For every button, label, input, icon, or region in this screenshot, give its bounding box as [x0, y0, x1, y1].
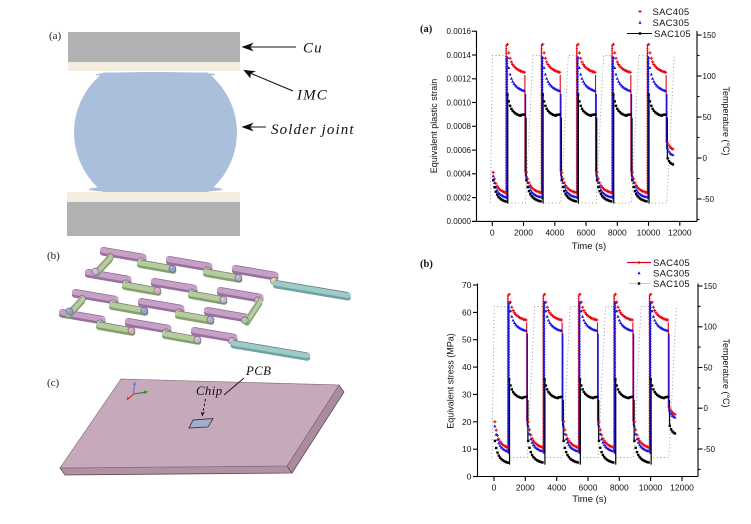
svg-text:6000: 6000 — [577, 227, 596, 237]
svg-text:8000: 8000 — [608, 227, 627, 237]
svg-text:SAC305: SAC305 — [653, 18, 690, 29]
svg-text:0: 0 — [703, 154, 708, 163]
svg-text:100: 100 — [703, 72, 717, 81]
svg-text:(a): (a) — [420, 24, 433, 35]
svg-text:Temperature (°C): Temperature (°C) — [721, 338, 731, 407]
svg-text:(c): (c) — [47, 377, 60, 389]
svg-text:4000: 4000 — [545, 227, 564, 237]
svg-text:Solder joint: Solder joint — [271, 122, 355, 138]
svg-text:Chip: Chip — [196, 384, 223, 398]
svg-text:SAC405: SAC405 — [653, 258, 690, 269]
svg-text:0: 0 — [467, 472, 472, 482]
svg-text:0.0012: 0.0012 — [447, 75, 472, 84]
svg-text:50: 50 — [703, 113, 712, 122]
svg-text:6000: 6000 — [579, 483, 598, 493]
svg-text:0: 0 — [492, 483, 497, 493]
svg-text:50: 50 — [462, 335, 472, 345]
svg-text:(b): (b) — [420, 259, 433, 270]
svg-text:0.0014: 0.0014 — [447, 51, 472, 60]
svg-text:2000: 2000 — [516, 483, 535, 493]
svg-text:10: 10 — [462, 444, 472, 454]
svg-text:0.0016: 0.0016 — [447, 27, 472, 36]
svg-text:SAC105: SAC105 — [654, 29, 691, 40]
svg-text:0.0002: 0.0002 — [447, 193, 472, 202]
svg-text:40: 40 — [462, 362, 472, 372]
svg-text:12000: 12000 — [670, 483, 694, 493]
svg-text:30: 30 — [462, 389, 472, 399]
svg-text:0.0004: 0.0004 — [447, 170, 472, 179]
svg-text:Equivalent plastic strain: Equivalent plastic strain — [429, 79, 439, 174]
svg-text:SAC105: SAC105 — [653, 279, 690, 290]
svg-text:0.0006: 0.0006 — [447, 146, 472, 155]
svg-text:150: 150 — [703, 31, 717, 40]
svg-text:0.0000: 0.0000 — [447, 217, 472, 226]
svg-text:2000: 2000 — [514, 227, 533, 237]
svg-text:-50: -50 — [704, 445, 716, 454]
svg-text:SAC405: SAC405 — [653, 7, 690, 18]
svg-text:10000: 10000 — [637, 227, 661, 237]
svg-text:0: 0 — [490, 227, 495, 237]
svg-text:Time (s): Time (s) — [572, 494, 606, 505]
svg-text:(b): (b) — [47, 250, 60, 262]
svg-text:PCB: PCB — [245, 364, 271, 378]
svg-text:12000: 12000 — [668, 227, 692, 237]
svg-text:100: 100 — [704, 323, 718, 332]
svg-text:50: 50 — [704, 363, 713, 372]
svg-text:-50: -50 — [703, 195, 715, 204]
svg-text:4000: 4000 — [547, 483, 566, 493]
svg-text:(a): (a) — [49, 30, 62, 42]
svg-text:0.0008: 0.0008 — [447, 122, 472, 131]
svg-text:20: 20 — [462, 417, 472, 427]
svg-text:Cu: Cu — [303, 41, 323, 57]
svg-text:SAC305: SAC305 — [653, 269, 690, 280]
svg-text:Equivalent stress (MPa): Equivalent stress (MPa) — [446, 333, 456, 429]
svg-text:0.0010: 0.0010 — [447, 98, 472, 107]
svg-text:8000: 8000 — [610, 483, 629, 493]
svg-text:10000: 10000 — [639, 483, 663, 493]
svg-text:IMC: IMC — [296, 88, 328, 104]
svg-text:70: 70 — [462, 280, 472, 290]
svg-text:150: 150 — [704, 282, 718, 291]
svg-text:Time (s): Time (s) — [572, 241, 606, 252]
svg-text:60: 60 — [462, 307, 472, 317]
svg-text:Temperature (°C): Temperature (°C) — [721, 86, 731, 155]
svg-text:0: 0 — [704, 404, 709, 413]
